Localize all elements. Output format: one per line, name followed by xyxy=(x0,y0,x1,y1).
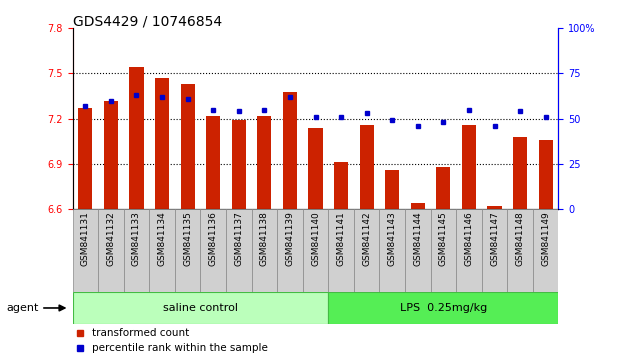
Bar xyxy=(226,209,252,292)
Bar xyxy=(180,84,195,209)
Bar xyxy=(481,209,507,292)
Text: GSM841137: GSM841137 xyxy=(234,211,244,266)
Bar xyxy=(78,108,92,209)
Bar xyxy=(334,162,348,209)
Bar xyxy=(124,209,150,292)
Bar xyxy=(456,209,481,292)
Text: GSM841144: GSM841144 xyxy=(413,211,422,266)
Bar xyxy=(303,209,328,292)
Bar xyxy=(277,209,303,292)
Bar xyxy=(354,209,379,292)
Text: GSM841133: GSM841133 xyxy=(132,211,141,266)
Text: GSM841147: GSM841147 xyxy=(490,211,499,266)
Text: GDS4429 / 10746854: GDS4429 / 10746854 xyxy=(73,14,221,28)
Bar xyxy=(539,140,553,209)
Bar xyxy=(507,209,533,292)
Bar xyxy=(411,203,425,209)
Bar xyxy=(430,209,456,292)
Bar xyxy=(405,209,430,292)
Text: GSM841145: GSM841145 xyxy=(439,211,448,266)
Text: percentile rank within the sample: percentile rank within the sample xyxy=(92,343,268,353)
Text: GSM841132: GSM841132 xyxy=(107,211,115,266)
Text: LPS  0.25mg/kg: LPS 0.25mg/kg xyxy=(399,303,487,313)
Bar xyxy=(533,209,558,292)
Bar xyxy=(360,125,374,209)
Text: GSM841146: GSM841146 xyxy=(464,211,473,266)
Bar xyxy=(150,209,175,292)
Text: GSM841139: GSM841139 xyxy=(285,211,295,266)
Bar xyxy=(201,209,226,292)
Text: GSM841142: GSM841142 xyxy=(362,211,371,266)
Bar xyxy=(252,209,277,292)
Text: GSM841136: GSM841136 xyxy=(209,211,218,266)
Bar xyxy=(175,209,201,292)
Text: GSM841138: GSM841138 xyxy=(260,211,269,266)
Text: GSM841131: GSM841131 xyxy=(81,211,90,266)
Bar xyxy=(385,170,399,209)
Bar xyxy=(283,92,297,209)
Bar xyxy=(328,292,558,324)
Bar xyxy=(488,206,502,209)
Text: transformed count: transformed count xyxy=(92,328,189,338)
Bar xyxy=(379,209,405,292)
Bar xyxy=(328,209,354,292)
Text: agent: agent xyxy=(6,303,38,313)
Text: GSM841135: GSM841135 xyxy=(183,211,192,266)
Text: saline control: saline control xyxy=(163,303,238,313)
Bar xyxy=(462,125,476,209)
Bar xyxy=(104,101,118,209)
Bar xyxy=(98,209,124,292)
Text: GSM841148: GSM841148 xyxy=(516,211,524,266)
Bar xyxy=(513,137,527,209)
Text: GSM841141: GSM841141 xyxy=(336,211,346,266)
Text: GSM841134: GSM841134 xyxy=(158,211,167,266)
Bar xyxy=(257,115,271,209)
Bar xyxy=(73,209,98,292)
Bar xyxy=(232,120,246,209)
Text: GSM841143: GSM841143 xyxy=(387,211,397,266)
Text: GSM841149: GSM841149 xyxy=(541,211,550,266)
Bar xyxy=(206,115,220,209)
Bar xyxy=(155,78,169,209)
Bar xyxy=(309,128,322,209)
Bar xyxy=(129,67,143,209)
Text: GSM841140: GSM841140 xyxy=(311,211,320,266)
Bar xyxy=(436,167,451,209)
Bar xyxy=(73,292,328,324)
